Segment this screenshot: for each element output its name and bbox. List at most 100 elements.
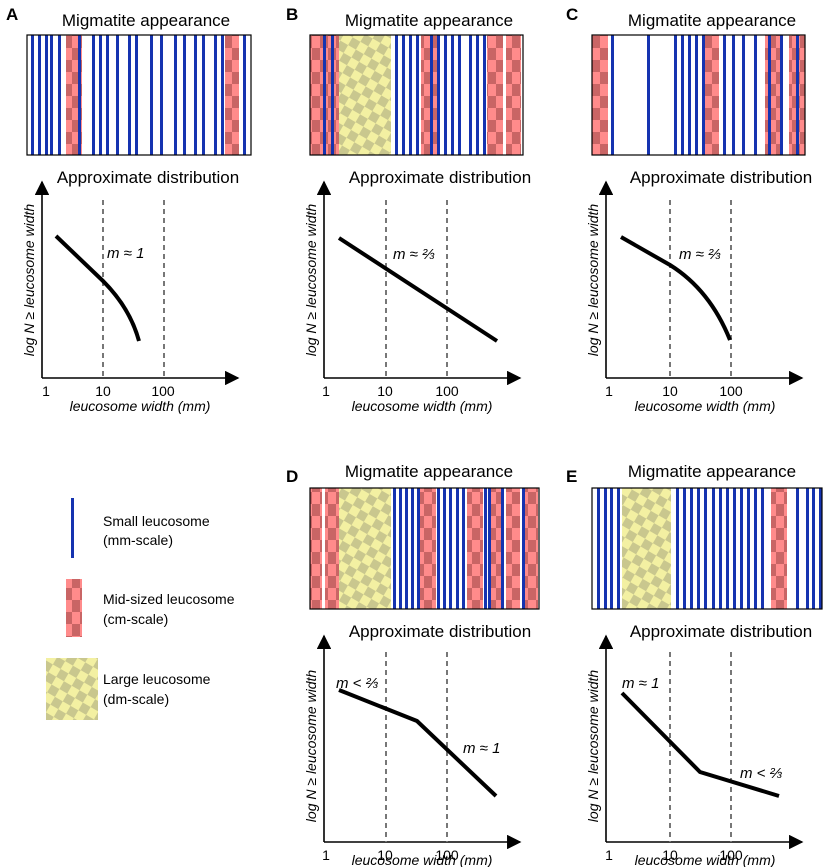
small-leucosome-line xyxy=(409,35,412,155)
small-leucosome-line xyxy=(501,488,504,609)
small-leucosome-line xyxy=(740,488,743,609)
panel-e: E Migmatite appearance Approximate distr… xyxy=(566,462,823,867)
tick-label: 100 xyxy=(435,847,459,863)
small-leucosome-line xyxy=(597,488,600,609)
distribution-plot: m ≈ 1 m < ⅔ 1 10 100 leucosome width (mm… xyxy=(585,634,804,867)
panel-d: D Migmatite appearance Approximate distr… xyxy=(286,462,540,867)
distribution-plot: m ≈ 1 1 10 100 leucosome width (mm) log … xyxy=(21,180,240,414)
legend-small-scale: (mm-scale) xyxy=(103,532,173,548)
small-leucosome-line xyxy=(31,35,34,155)
small-leucosome-line xyxy=(683,488,686,609)
small-leucosome-line xyxy=(688,35,691,155)
legend-large-title: Large leucosome xyxy=(103,671,211,687)
large-leucosome-band xyxy=(622,488,671,609)
small-leucosome-line xyxy=(456,488,459,609)
small-leucosome-line xyxy=(417,488,420,609)
distribution-curve xyxy=(337,236,499,343)
strip-border xyxy=(309,487,540,610)
panel-label: E xyxy=(566,467,577,486)
tick-label: 1 xyxy=(322,383,330,399)
distribution-curve xyxy=(620,235,732,341)
mid-leucosome-swatch xyxy=(66,579,82,637)
tick-label: 100 xyxy=(151,383,175,399)
mid-leucosome-band xyxy=(421,35,437,155)
small-leucosome-line xyxy=(416,35,419,155)
small-leucosome-line xyxy=(174,35,177,155)
small-leucosome-line xyxy=(92,35,95,155)
small-leucosome-line xyxy=(695,35,698,155)
distribution-curve xyxy=(54,234,141,342)
strip-border xyxy=(591,34,806,156)
small-leucosome-line xyxy=(78,35,81,155)
slope-label: m < ⅔ xyxy=(740,765,783,782)
small-leucosome-line xyxy=(754,35,757,155)
small-leucosome-line xyxy=(488,488,491,609)
tick-label: 10 xyxy=(662,847,678,863)
tick-label: 100 xyxy=(719,847,743,863)
legend: Small leucosome (mm-scale) Mid-sized leu… xyxy=(46,498,235,720)
small-leucosome-line xyxy=(819,488,822,609)
small-leucosome-line xyxy=(150,35,153,155)
small-leucosome-line xyxy=(323,35,326,155)
mid-leucosome-band xyxy=(490,488,503,609)
small-leucosome-line xyxy=(812,488,815,609)
slope-label: m ≈ 1 xyxy=(463,740,500,757)
mid-leucosome-band xyxy=(225,35,239,155)
small-leucosome-line xyxy=(458,35,461,155)
small-leucosome-line xyxy=(476,35,479,155)
small-leucosome-line xyxy=(38,35,41,155)
panel-c: C Migmatite appearance Approximate distr… xyxy=(566,5,812,414)
tick-label: 1 xyxy=(42,383,50,399)
tick-label: 10 xyxy=(377,847,393,863)
small-leucosome-line xyxy=(726,488,729,609)
slope-label: m ≈ 1 xyxy=(622,675,659,692)
small-leucosome-line xyxy=(611,35,614,155)
strip-border xyxy=(591,487,823,610)
appearance-title: Migmatite appearance xyxy=(345,462,513,481)
small-leucosome-line xyxy=(676,488,679,609)
appearance-title: Migmatite appearance xyxy=(62,11,230,30)
x-axis-label: leucosome width (mm) xyxy=(635,852,776,867)
legend-large-scale: (dm-scale) xyxy=(103,691,169,707)
small-leucosome-line xyxy=(443,488,446,609)
tick-label: 10 xyxy=(662,383,678,399)
small-leucosome-line xyxy=(796,488,799,609)
small-leucosome-line xyxy=(160,35,163,155)
slope-label: m ≈ ⅔ xyxy=(679,246,721,263)
mid-leucosome-band xyxy=(765,35,782,155)
y-axis-label: log N ≥ leucosome width xyxy=(585,670,601,823)
small-leucosome-line xyxy=(399,488,402,609)
tick-label: 1 xyxy=(322,847,330,863)
mid-leucosome-band xyxy=(506,35,521,155)
mid-leucosome-band xyxy=(522,488,538,609)
large-leucosome-swatch xyxy=(46,658,98,720)
small-leucosome-line xyxy=(331,35,334,155)
small-leucosome-line xyxy=(719,488,722,609)
small-leucosome-line xyxy=(437,488,440,609)
small-leucosome-line xyxy=(395,35,398,155)
small-leucosome-line xyxy=(604,488,607,609)
tick-label: 10 xyxy=(95,383,111,399)
distribution-plot: m < ⅔ m ≈ 1 1 10 100 leucosome width (mm… xyxy=(303,634,522,867)
small-leucosome-line xyxy=(761,488,764,609)
small-leucosome-line xyxy=(754,488,757,609)
small-leucosome-line xyxy=(690,488,693,609)
y-axis-label: log N ≥ leucosome width xyxy=(21,204,37,357)
small-leucosome-line xyxy=(647,35,650,155)
small-leucosome-line xyxy=(742,35,745,155)
small-leucosome-line xyxy=(106,35,109,155)
mid-leucosome-band xyxy=(592,35,608,155)
small-leucosome-line xyxy=(135,35,138,155)
small-leucosome-line xyxy=(617,488,620,609)
small-leucosome-line xyxy=(806,488,809,609)
small-leucosome-line xyxy=(610,488,613,609)
mid-leucosome-band xyxy=(310,35,324,155)
migmatite-strip xyxy=(309,487,540,610)
strip-background xyxy=(27,35,251,155)
distribution-title: Approximate distribution xyxy=(630,622,812,641)
small-leucosome-line xyxy=(484,488,487,609)
slope-label: m ≈ 1 xyxy=(107,245,144,262)
small-leucosome-line xyxy=(483,35,486,155)
small-leucosome-line xyxy=(712,488,715,609)
small-leucosome-line xyxy=(702,35,705,155)
